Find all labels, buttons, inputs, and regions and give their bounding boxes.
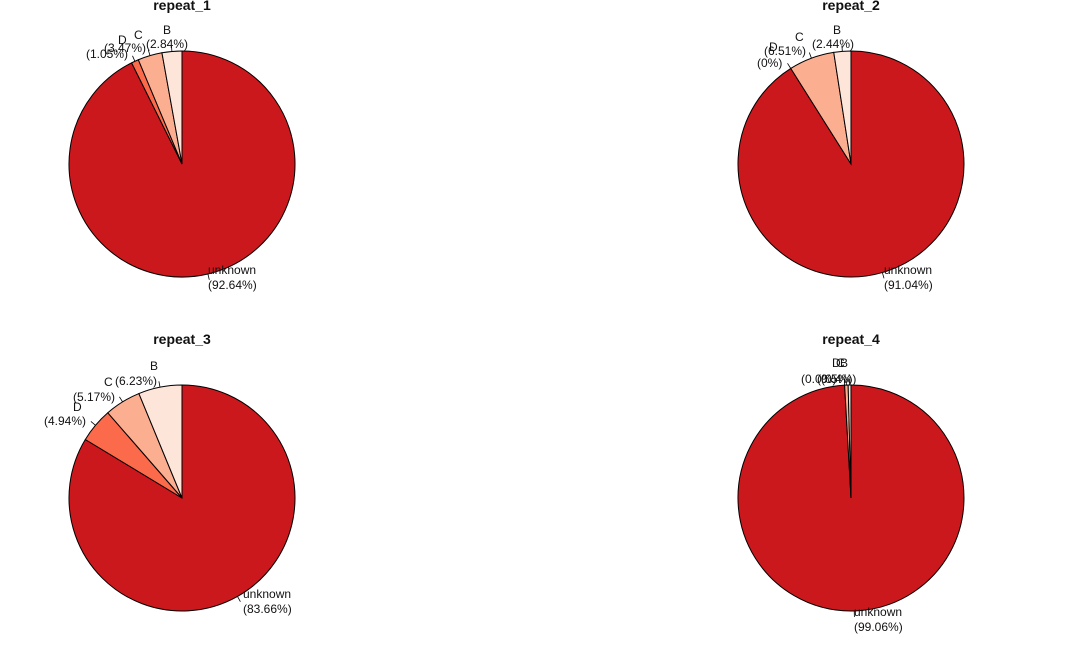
slice-label-b: B: [150, 359, 158, 373]
pie-panel-repeat-4: repeat_4 unknown(99.06%) D (0.0%)C (0.5%) B (…: [737, 331, 965, 634]
label-leader-line: [171, 45, 173, 52]
slice-percent-c: (3.47%): [104, 41, 146, 55]
slice-percent-b: (2.84%): [146, 37, 188, 51]
slice-label-b: B: [840, 356, 848, 370]
slice-label-b: B: [833, 23, 841, 37]
pie-slice-b: [847, 384, 852, 499]
label-leader-line: [882, 272, 885, 279]
slice-percent-b: (2.44%): [812, 37, 854, 51]
label-leader-line: [119, 396, 123, 403]
chart-title: repeat_3: [153, 331, 211, 347]
slice-label-d: D: [832, 356, 841, 370]
label-leader-line: [207, 273, 210, 280]
pie-slice-b: [833, 50, 852, 165]
label-leader-line: [147, 49, 151, 56]
slice-percent-d: (1.05%): [86, 47, 128, 61]
label-leader-line: [237, 596, 241, 602]
slice-percent-b: (0.4%): [821, 372, 856, 386]
slice-percent-unknown: (99.06%): [854, 620, 903, 634]
pie-panel-repeat-1: repeat_1 unknown(92.64%) D(1.05%) C(3.47%)…: [68, 0, 296, 292]
slice-label-c: C: [795, 30, 804, 44]
slice-label-b: B: [163, 23, 171, 37]
chart-title: repeat_1: [153, 0, 211, 13]
slice-label-d: D: [769, 40, 778, 54]
slice-percent-d: (0.0%): [801, 372, 836, 386]
pie-panel-repeat-2: repeat_2 unknown(91.04%) D (0%) C(6.51%) B(2…: [737, 0, 965, 292]
slice-label-c: C: [134, 28, 143, 42]
slice-label-d: D: [73, 400, 82, 414]
label-leader-line: [90, 421, 96, 426]
slice-label-unknown: unknown: [854, 605, 902, 619]
slice-label-unknown: unknown: [884, 263, 932, 277]
slice-percent-c: (6.51%): [764, 44, 806, 58]
label-leader-line: [808, 52, 812, 59]
slice-label-unknown: unknown: [243, 587, 291, 601]
slice-label-d: D: [118, 33, 127, 47]
chart-title: repeat_4: [822, 331, 880, 347]
pie-slice-b: [138, 384, 183, 499]
slice-percent-d: (0%): [757, 56, 782, 70]
slice-percent-b: (6.23%): [115, 374, 157, 388]
slice-percent-c: (0.5%): [817, 372, 852, 386]
label-leader-line: [158, 381, 161, 388]
pie-slice-b: [161, 50, 183, 165]
slice-percent-c: (5.17%): [73, 390, 115, 404]
slice-percent-unknown: (83.66%): [243, 602, 292, 616]
slice-percent-d: (4.94%): [44, 414, 86, 428]
pie-panel-repeat-3: repeat_3 unknown(83.66%) D(4.94%) C(5.17%)…: [44, 331, 296, 616]
slice-label-c: C: [836, 356, 845, 370]
slice-percent-unknown: (92.64%): [208, 278, 257, 292]
slice-percent-unknown: (91.04%): [884, 278, 933, 292]
chart-title: repeat_2: [822, 0, 880, 13]
label-leader-line: [787, 63, 792, 69]
slice-label-c: C: [104, 375, 113, 389]
label-leader-line: [132, 55, 136, 62]
slice-label-unknown: unknown: [208, 263, 256, 277]
